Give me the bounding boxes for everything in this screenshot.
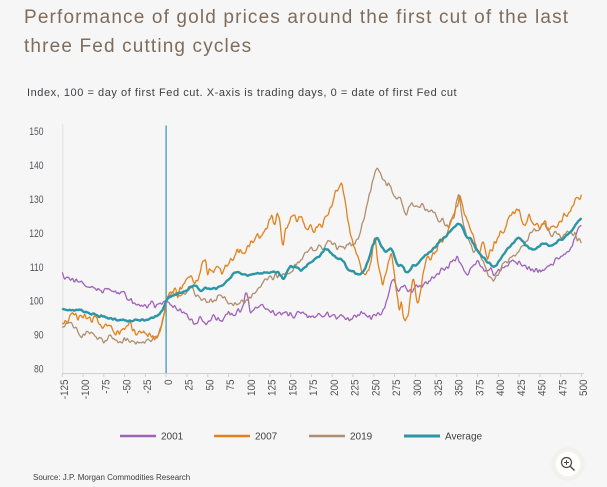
svg-text:500: 500	[579, 379, 591, 396]
svg-text:25: 25	[184, 379, 196, 390]
svg-text:425: 425	[516, 379, 528, 396]
svg-text:-100: -100	[80, 379, 92, 399]
svg-text:50: 50	[205, 379, 217, 390]
svg-text:275: 275	[392, 379, 404, 396]
svg-text:120: 120	[29, 228, 44, 240]
svg-text:450: 450	[537, 379, 549, 396]
svg-text:90: 90	[34, 330, 44, 342]
svg-text:200: 200	[329, 379, 341, 396]
svg-text:-125: -125	[60, 379, 72, 399]
svg-text:80: 80	[34, 364, 44, 376]
svg-text:100: 100	[29, 296, 44, 308]
svg-text:-25: -25	[143, 379, 155, 393]
svg-text:130: 130	[29, 194, 44, 206]
svg-text:175: 175	[309, 379, 321, 396]
svg-text:125: 125	[267, 379, 279, 396]
svg-text:75: 75	[226, 379, 238, 390]
svg-text:350: 350	[454, 379, 466, 396]
svg-text:150: 150	[29, 126, 44, 138]
svg-text:375: 375	[475, 379, 487, 396]
svg-text:Average: Average	[445, 432, 483, 443]
svg-text:225: 225	[350, 379, 362, 396]
svg-text:2001: 2001	[161, 432, 184, 443]
svg-text:325: 325	[433, 379, 445, 396]
svg-text:-50: -50	[122, 379, 134, 393]
svg-text:2007: 2007	[255, 432, 278, 443]
svg-text:300: 300	[413, 379, 425, 396]
svg-text:100: 100	[246, 379, 258, 396]
svg-text:110: 110	[30, 262, 44, 274]
svg-text:140: 140	[29, 160, 44, 172]
svg-text:2019: 2019	[350, 432, 373, 443]
svg-text:400: 400	[496, 379, 508, 396]
svg-text:-75: -75	[101, 379, 113, 393]
svg-text:150: 150	[288, 379, 300, 396]
svg-text:475: 475	[558, 379, 570, 396]
svg-text:250: 250	[371, 379, 383, 396]
svg-text:0: 0	[163, 379, 175, 385]
